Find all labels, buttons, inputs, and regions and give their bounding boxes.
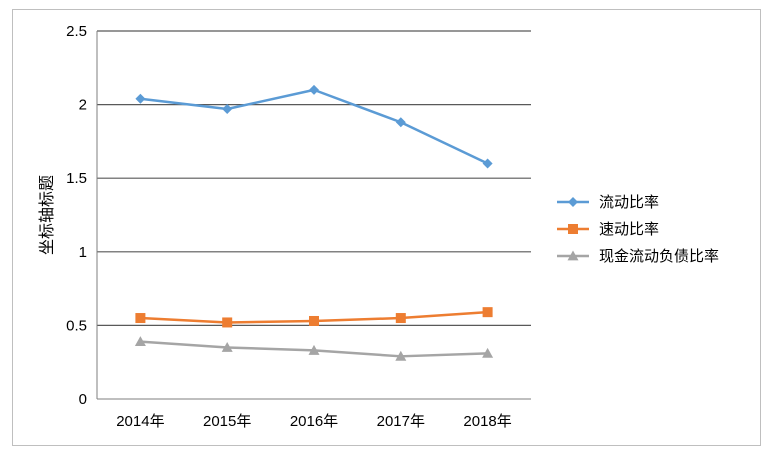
legend-label: 现金流动负债比率 [599,247,719,265]
legend-marker [567,250,579,261]
data-point [309,84,319,95]
x-tick-label: 2014年 [116,413,164,430]
y-axis-title: 坐标轴标题 [37,175,56,255]
legend-item: 速动比率 [557,220,659,238]
data-point [395,350,407,361]
y-tick-label: 2.5 [66,23,87,40]
data-point [135,313,146,324]
legend-item: 现金流动负债比率 [557,247,719,265]
data-point [395,313,406,324]
y-tick-label: 1 [79,244,87,261]
x-tick-label: 2015年 [203,413,251,430]
series-1 [135,84,493,169]
data-point [221,341,233,352]
legend-marker [568,197,578,207]
data-point [482,307,493,318]
x-axis-ticks: 2014年 2015年 2016年 2017年 2018年 [116,413,512,430]
y-tick-label: 0 [79,391,87,408]
x-tick-label: 2016年 [290,413,338,430]
x-tick-label: 2017年 [377,413,425,430]
series-group [134,84,494,361]
x-tick-label: 2018年 [463,413,511,430]
series-line [140,88,489,165]
legend-label: 流动比率 [599,193,659,211]
legend-marker [568,224,578,234]
data-point [222,317,233,328]
series-3 [134,336,494,361]
y-tick-label: 1.5 [66,170,87,187]
gridlines [96,30,531,400]
y-axis-ticks: 0 0.5 1 1.5 2 2.5 [66,23,87,408]
data-point [395,117,406,128]
legend-item: 流动比率 [557,193,659,211]
data-point [482,158,493,169]
data-point [222,104,233,115]
data-point [308,344,320,355]
data-point [134,336,146,346]
data-point [482,347,494,358]
y-tick-label: 0.5 [66,317,87,334]
data-point [135,93,146,104]
data-point [309,315,319,326]
chart-frame [12,9,761,446]
y-tick-label: 2 [79,97,87,114]
legend-label: 速动比率 [599,220,659,238]
series-2 [135,307,493,328]
